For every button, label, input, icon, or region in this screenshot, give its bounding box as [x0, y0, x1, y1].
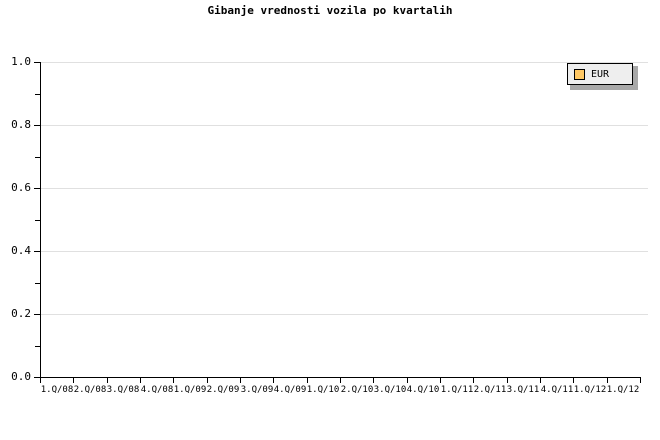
x-axis-tick-label: 2.Q/10 [340, 385, 374, 395]
x-axis-tick [207, 377, 208, 383]
x-axis-tick [540, 377, 541, 383]
x-axis-tick [640, 377, 641, 383]
x-axis-tick [373, 377, 374, 383]
y-axis-tick-major [34, 62, 40, 63]
y-axis-tick-major [34, 251, 40, 252]
x-axis-tick [273, 377, 274, 383]
legend-swatch-eur [574, 68, 585, 80]
y-axis-tick-major [34, 314, 40, 315]
x-axis-tick-label: 2.Q/11 [473, 385, 507, 395]
x-axis-tick-label: 3.Q/10 [373, 385, 407, 395]
y-axis-tick-minor [35, 219, 40, 221]
x-axis-tick [173, 377, 174, 383]
y-axis-tick-minor [35, 156, 40, 158]
x-axis-tick [40, 377, 41, 383]
y-axis-tick-label: 1.0 [11, 55, 31, 68]
x-axis-tick-label: 3.Q/08 [106, 385, 140, 395]
chart-title: Gibanje vrednosti vozila po kvartalih [207, 4, 453, 17]
x-axis-tick-label: 1.Q/12 [573, 385, 607, 395]
x-axis-tick-label: 1.Q/11 [440, 385, 474, 395]
y-axis-tick-label: 0.2 [11, 307, 31, 320]
x-axis-tick-label: 3.Q/11 [506, 385, 540, 395]
x-axis-tick-label: 4.Q/08 [140, 385, 174, 395]
x-axis-tick [573, 377, 574, 383]
x-axis-tick-label: 3.Q/09 [240, 385, 274, 395]
x-axis-tick [340, 377, 341, 383]
x-axis-tick [73, 377, 74, 383]
x-axis-tick [107, 377, 108, 383]
y-axis-tick-minor [35, 345, 40, 347]
gridline [40, 62, 648, 63]
legend-label-eur: EUR [591, 68, 610, 80]
x-axis-tick-label: 4.Q/11 [540, 385, 574, 395]
y-axis-tick-label: 0.4 [11, 244, 31, 257]
x-axis-tick [240, 377, 241, 383]
x-axis-tick-label: 1.Q/12 [606, 385, 640, 395]
y-axis-tick-major [34, 188, 40, 189]
x-axis-tick-label: 2.Q/09 [206, 385, 240, 395]
x-axis-tick-label: 1.Q/10 [306, 385, 340, 395]
x-axis-tick [307, 377, 308, 383]
gridline [40, 125, 648, 126]
x-axis-tick [140, 377, 141, 383]
x-axis-tick-label: 2.Q/08 [73, 385, 107, 395]
x-axis-tick [407, 377, 408, 383]
gridline [40, 314, 648, 315]
y-axis-tick-label: 0.8 [11, 118, 31, 131]
gridline [40, 251, 648, 252]
x-axis-tick [607, 377, 608, 383]
x-axis-tick [440, 377, 441, 383]
x-axis-tick-label: 1.Q/09 [173, 385, 207, 395]
x-axis-tick [473, 377, 474, 383]
x-axis-tick-label: 1.Q/08 [40, 385, 74, 395]
y-axis-tick-label: 0.0 [11, 370, 31, 383]
x-axis-tick [507, 377, 508, 383]
y-axis-tick-minor [35, 93, 40, 95]
plot-area [40, 62, 648, 377]
y-axis-line [40, 62, 41, 378]
chart-legend[interactable]: EUR [567, 63, 633, 85]
x-axis-tick-label: 4.Q/10 [406, 385, 440, 395]
y-axis-tick-label: 0.6 [11, 181, 31, 194]
x-axis-tick-label: 4.Q/09 [273, 385, 307, 395]
gridline [40, 188, 648, 189]
y-axis-tick-major [34, 377, 40, 378]
y-axis-tick-major [34, 125, 40, 126]
y-axis-tick-minor [35, 282, 40, 284]
